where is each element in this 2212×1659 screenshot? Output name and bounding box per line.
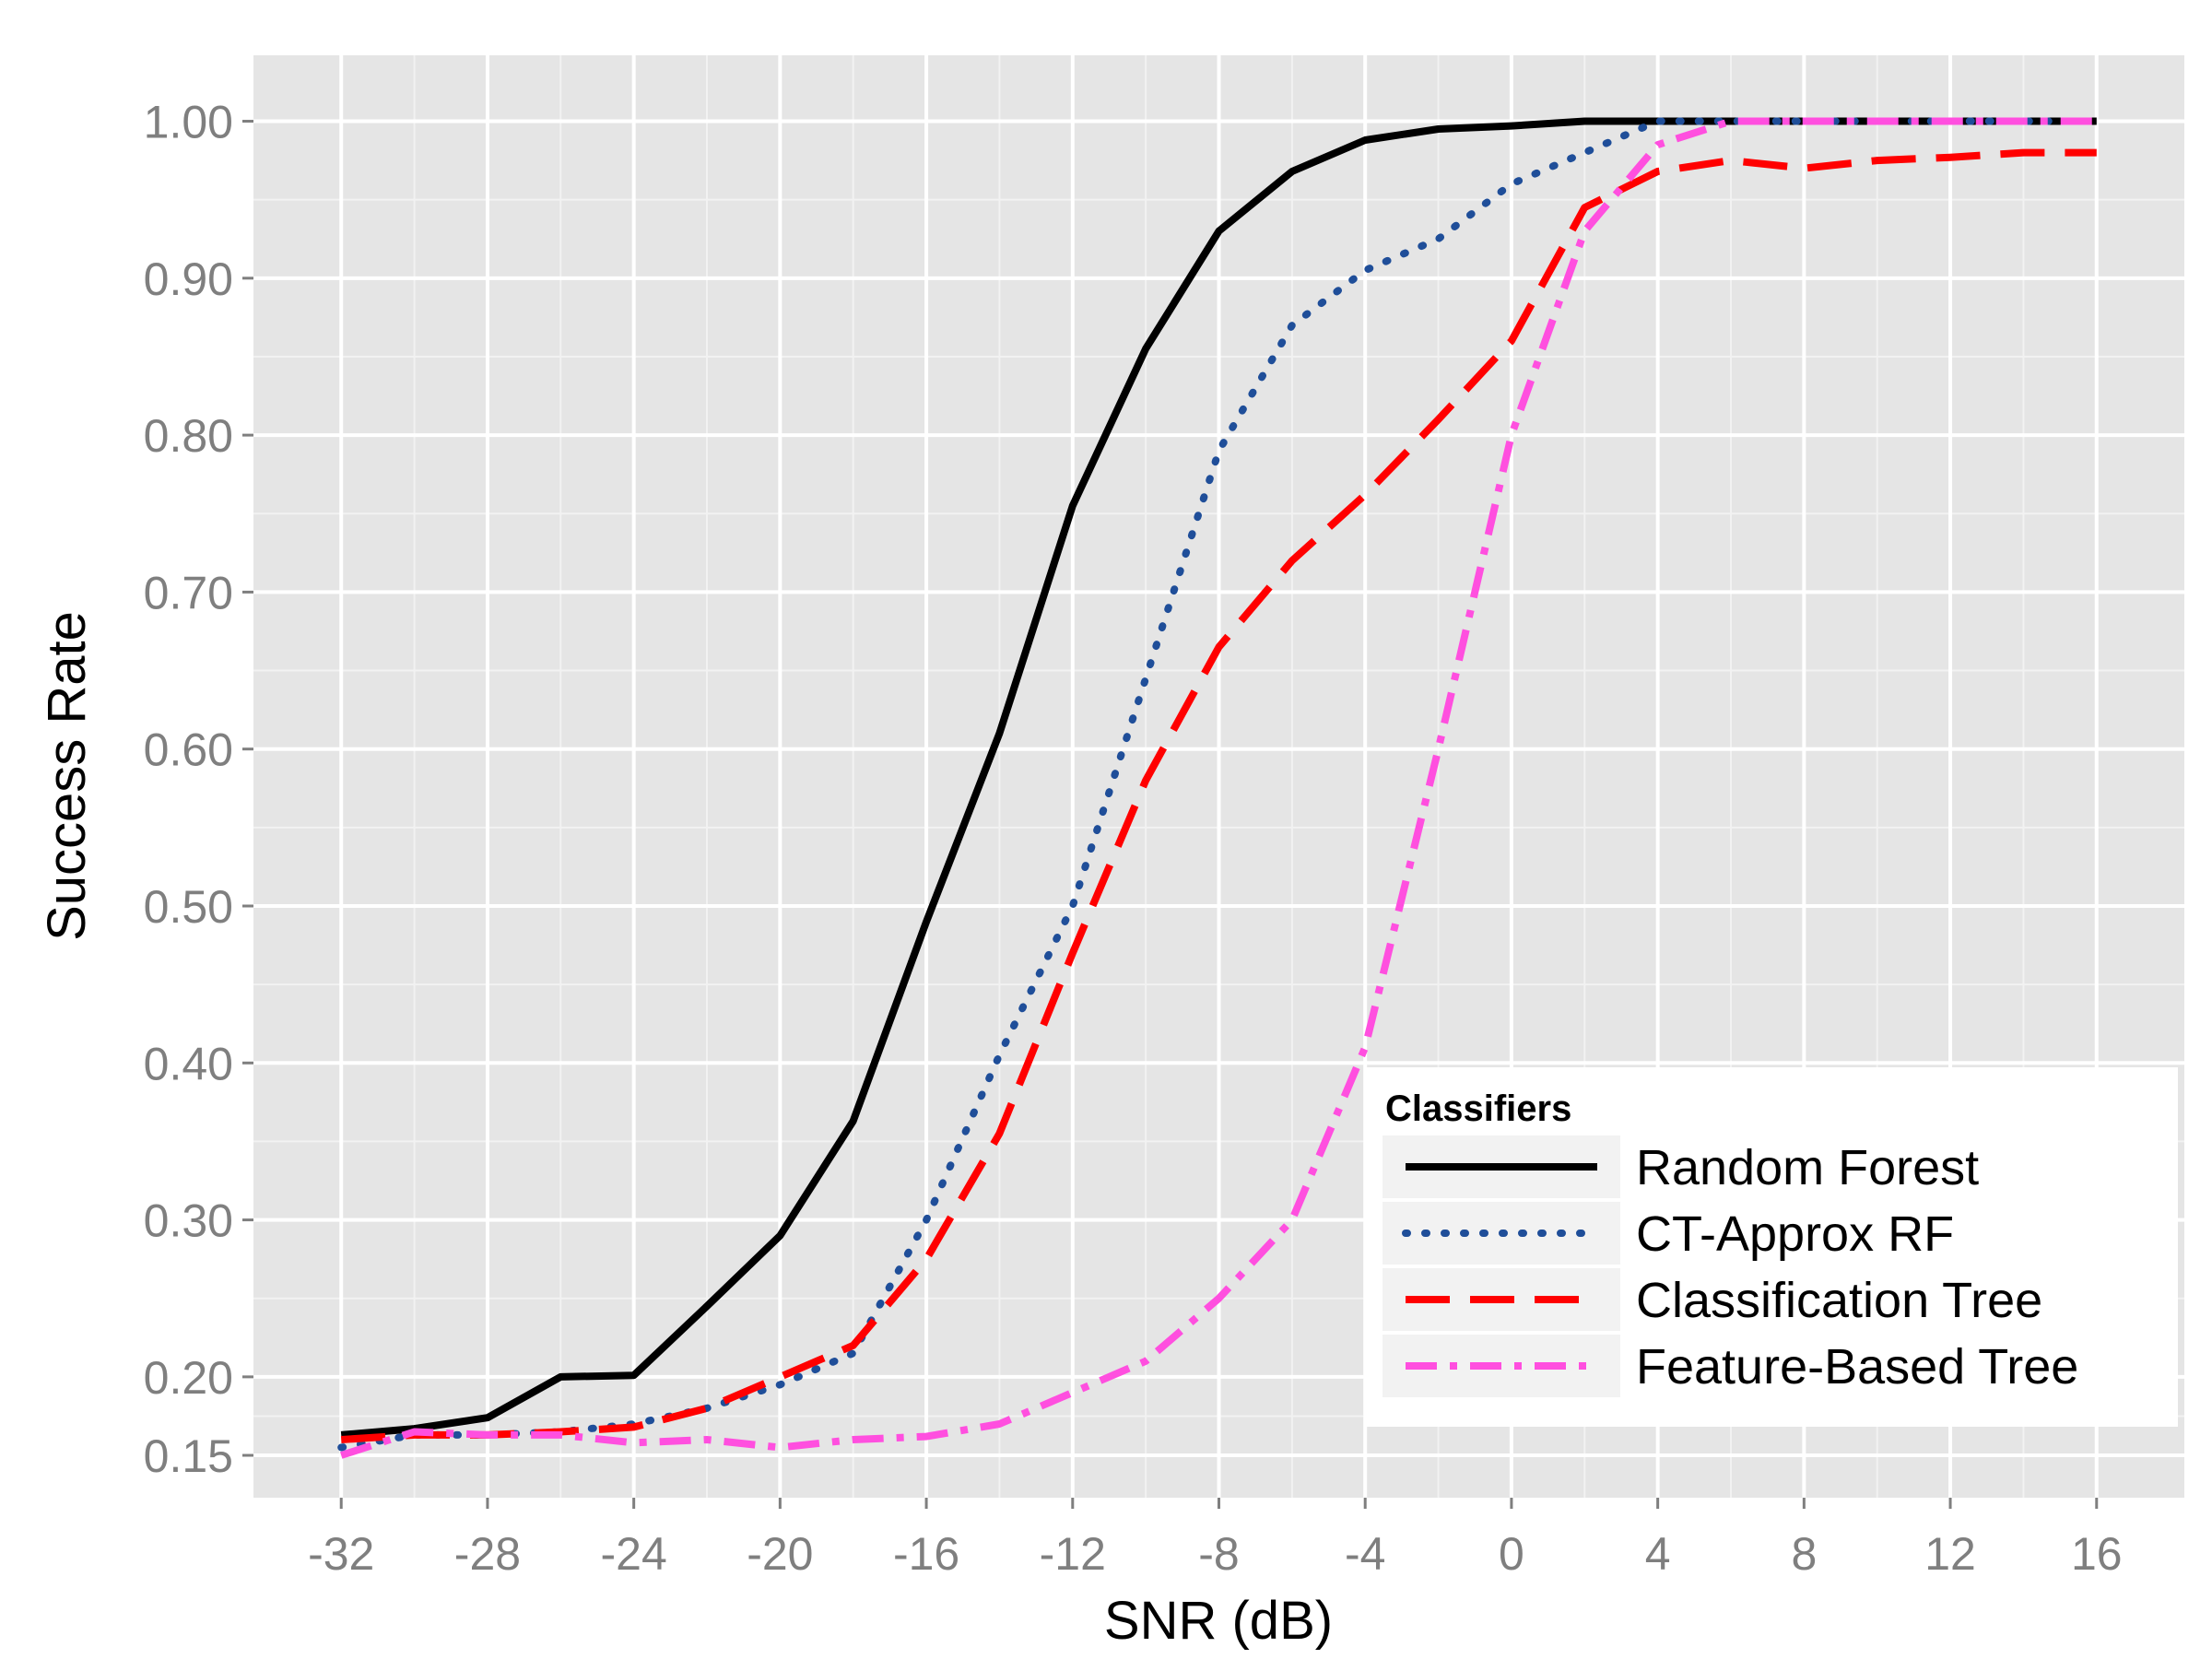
y-tick-label: 0.50 bbox=[144, 881, 233, 933]
x-tick-label: -8 bbox=[1198, 1528, 1239, 1580]
legend: Classifiers Random Forest CT-Approx RF Cla… bbox=[1367, 1067, 2178, 1427]
x-tick-label: 8 bbox=[1791, 1528, 1817, 1580]
x-tick-label: 12 bbox=[1924, 1528, 1976, 1580]
x-tick-label: -24 bbox=[601, 1528, 667, 1580]
y-tick-label: 0.15 bbox=[144, 1430, 233, 1482]
y-tick-label: 0.40 bbox=[144, 1038, 233, 1089]
legend-title: Classifiers bbox=[1385, 1088, 1571, 1129]
series-lines bbox=[337, 117, 2100, 1459]
x-tick-label: -32 bbox=[308, 1528, 374, 1580]
y-axis: 0.15 0.20 0.30 0.40 0.50 0.60 0.70 0.80 0.90 1.00 bbox=[144, 97, 253, 1482]
y-tick-label: 0.60 bbox=[144, 724, 233, 776]
legend-items: Random Forest CT-Approx RF Classification … bbox=[1382, 1135, 2078, 1397]
x-tick-label: 4 bbox=[1645, 1528, 1671, 1580]
legend-label: Random Forest bbox=[1636, 1140, 1979, 1195]
legend-label: CT-Approx RF bbox=[1636, 1206, 1954, 1262]
x-axis: -32 -28 -24 -20 -16 -12 -8 -4 0 4 8 12 16 bbox=[308, 1498, 2123, 1580]
y-tick-label: 1.00 bbox=[144, 97, 233, 148]
x-tick-label: -28 bbox=[454, 1528, 521, 1580]
y-tick-label: 0.30 bbox=[144, 1195, 233, 1247]
y-tick-label: 0.80 bbox=[144, 410, 233, 462]
x-tick-label: -4 bbox=[1345, 1528, 1385, 1580]
series-line-classification-tree bbox=[340, 148, 2097, 1443]
x-tick-label: -20 bbox=[747, 1528, 813, 1580]
legend-label: Feature-Based Tree bbox=[1636, 1339, 2078, 1394]
y-tick-label: 0.20 bbox=[144, 1352, 233, 1404]
x-tick-label: 0 bbox=[1499, 1528, 1524, 1580]
x-tick-label: -12 bbox=[1040, 1528, 1106, 1580]
series-line-feature-based-tree bbox=[339, 117, 2097, 1459]
x-tick-label: 16 bbox=[2071, 1528, 2123, 1580]
y-axis-title: Success Rate bbox=[37, 611, 97, 941]
y-tick-label: 0.70 bbox=[144, 567, 233, 618]
y-tick-label: 0.90 bbox=[144, 253, 233, 305]
x-axis-title: SNR (dB) bbox=[1104, 1591, 1333, 1651]
legend-label: Classification Tree bbox=[1636, 1273, 2042, 1328]
x-tick-label: -16 bbox=[893, 1528, 959, 1580]
